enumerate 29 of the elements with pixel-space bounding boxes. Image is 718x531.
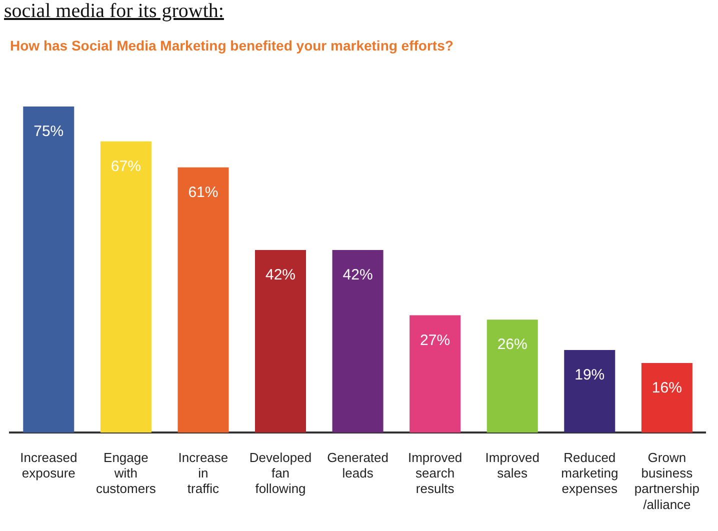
bar xyxy=(332,250,384,433)
x-tick-label: Generated leads xyxy=(327,450,389,481)
x-tick-label: Reduced marketing expenses xyxy=(561,450,618,496)
data-label: 16% xyxy=(652,380,682,397)
bar xyxy=(178,167,229,433)
text: social media for its growth: xyxy=(4,0,224,23)
chart-title: How has Social Media Marketing benefited your marketing efforts? xyxy=(10,37,454,54)
bar xyxy=(564,350,616,433)
data-label: 75% xyxy=(34,123,64,140)
x-tick-label: Improved search results xyxy=(408,450,462,496)
data-label: 61% xyxy=(188,184,218,202)
x-tick-label: Improved sales xyxy=(485,450,540,481)
bar xyxy=(100,141,152,433)
x-tick-label: Increase in traffic xyxy=(178,450,228,496)
bar xyxy=(410,315,461,433)
data-label: 67% xyxy=(110,158,141,175)
bar xyxy=(254,250,306,433)
x-tick-label: Increased exposure xyxy=(20,450,78,481)
data-label: 42% xyxy=(342,266,373,284)
bar xyxy=(641,363,692,433)
data-label: 42% xyxy=(265,266,296,284)
bar xyxy=(23,106,74,433)
x-tick-label: Engage with customers xyxy=(96,450,156,496)
x-tick-label: Developed fan following xyxy=(249,450,312,496)
x-tick-label: Grown business partnership /alliance xyxy=(634,450,700,512)
data-label: 19% xyxy=(574,366,605,384)
bar xyxy=(486,320,538,433)
data-label: 27% xyxy=(420,332,450,349)
data-label: 26% xyxy=(497,336,528,354)
